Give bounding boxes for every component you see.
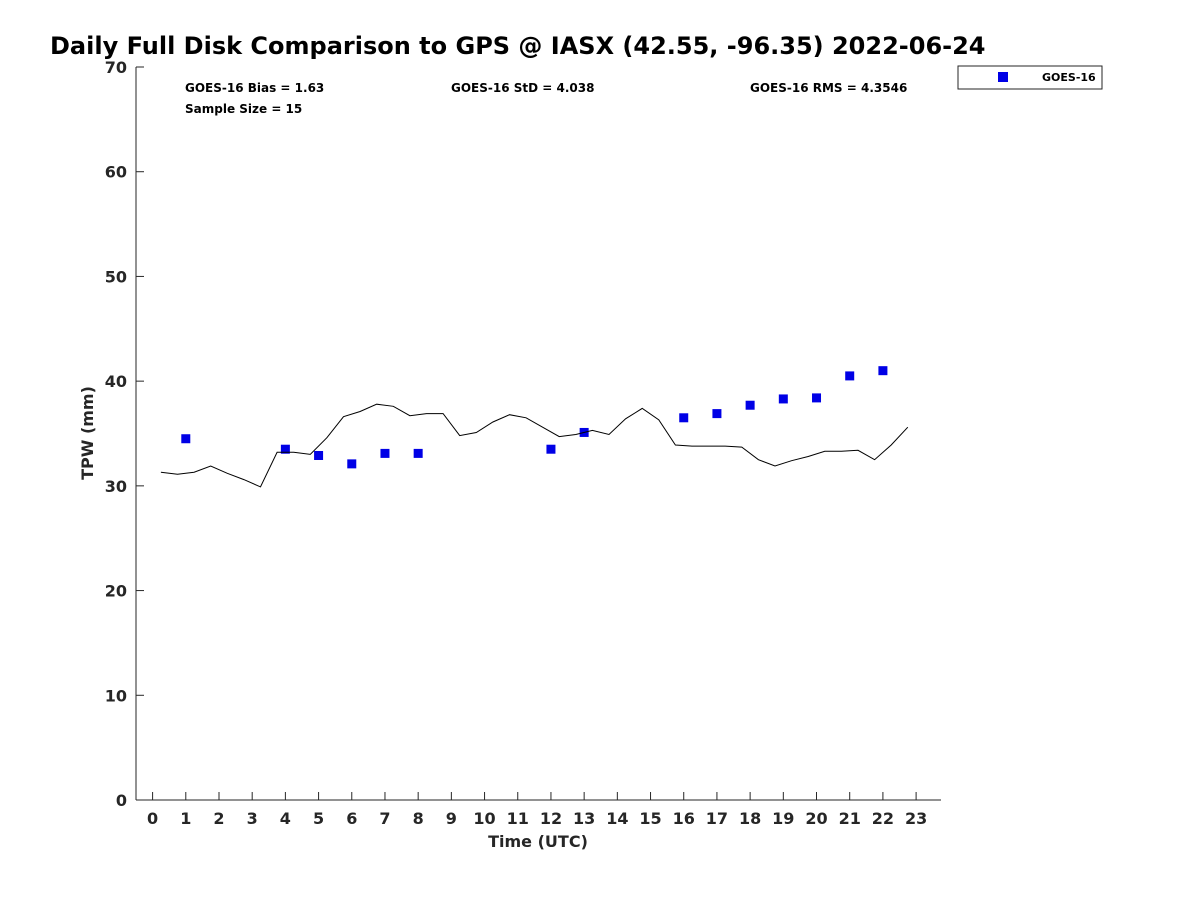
- legend: GOES-16: [957, 65, 1103, 90]
- x-tick-label: 11: [507, 809, 529, 828]
- goes-16-point: [778, 394, 788, 404]
- x-tick-label: 13: [573, 809, 595, 828]
- x-tick-label: 23: [905, 809, 927, 828]
- x-tick-label: 10: [473, 809, 495, 828]
- goes-16-point: [314, 450, 324, 460]
- sample-size-stat: Sample Size = 15: [185, 102, 302, 116]
- x-tick-label: 2: [213, 809, 224, 828]
- x-tick-label: 4: [280, 809, 291, 828]
- legend-label-goes-16: GOES-16: [1042, 71, 1096, 84]
- x-tick-label: 7: [379, 809, 390, 828]
- bias-stat: GOES-16 Bias = 1.63: [185, 81, 324, 95]
- std-stat: GOES-16 StD = 4.038: [451, 81, 594, 95]
- y-tick-label: 70: [105, 58, 127, 77]
- y-tick-label: 0: [116, 791, 127, 810]
- y-tick-label: 20: [105, 582, 127, 601]
- legend-marker-goes-16: [998, 72, 1008, 82]
- goes-16-point: [181, 434, 191, 444]
- chart-title: Daily Full Disk Comparison to GPS @ IASX…: [50, 32, 986, 60]
- x-tick-label: 19: [772, 809, 794, 828]
- y-tick-label: 10: [105, 686, 127, 705]
- x-tick-label: 15: [639, 809, 661, 828]
- axis-ticks: 0 1 2 3 4 5 6 7 8 9 10 11 12 13 14 15 16 17 18 19 20 21 22 2301…: [105, 58, 928, 828]
- data-marks: [160, 366, 909, 488]
- goes-16-point: [280, 444, 290, 454]
- x-tick-label: 22: [872, 809, 894, 828]
- y-tick-label: 60: [105, 163, 127, 182]
- goes-16-point: [679, 413, 689, 423]
- y-tick-label: 40: [105, 372, 127, 391]
- legend-box: [957, 65, 1103, 90]
- x-tick-label: 3: [247, 809, 258, 828]
- gps-tpw-line: [160, 403, 909, 488]
- x-tick-label: 5: [313, 809, 324, 828]
- x-axis-label: Time (UTC): [488, 832, 588, 851]
- goes-16-point: [712, 409, 722, 419]
- y-tick-label: 30: [105, 477, 127, 496]
- x-tick-label: 16: [673, 809, 695, 828]
- x-tick-label: 12: [540, 809, 562, 828]
- x-tick-label: 1: [180, 809, 191, 828]
- goes-16-point: [347, 459, 357, 469]
- x-tick-label: 9: [446, 809, 457, 828]
- goes-16-point: [380, 448, 390, 458]
- x-tick-label: 17: [706, 809, 728, 828]
- y-tick-label: 50: [105, 267, 127, 286]
- goes-16-point: [745, 400, 755, 410]
- x-tick-label: 14: [606, 809, 628, 828]
- goes-16-point: [546, 444, 556, 454]
- x-tick-label: 0: [147, 809, 158, 828]
- x-tick-label: 20: [805, 809, 827, 828]
- rms-stat: GOES-16 RMS = 4.3546: [750, 81, 907, 95]
- axes: [135, 67, 941, 801]
- x-tick-label: 18: [739, 809, 761, 828]
- goes-16-point: [812, 393, 822, 403]
- x-tick-label: 21: [839, 809, 861, 828]
- goes-16-point: [878, 366, 888, 376]
- goes-16-point: [845, 371, 855, 381]
- goes-16-point: [413, 448, 423, 458]
- y-axis-label: TPW (mm): [78, 386, 97, 480]
- x-tick-label: 6: [346, 809, 357, 828]
- x-tick-label: 8: [413, 809, 424, 828]
